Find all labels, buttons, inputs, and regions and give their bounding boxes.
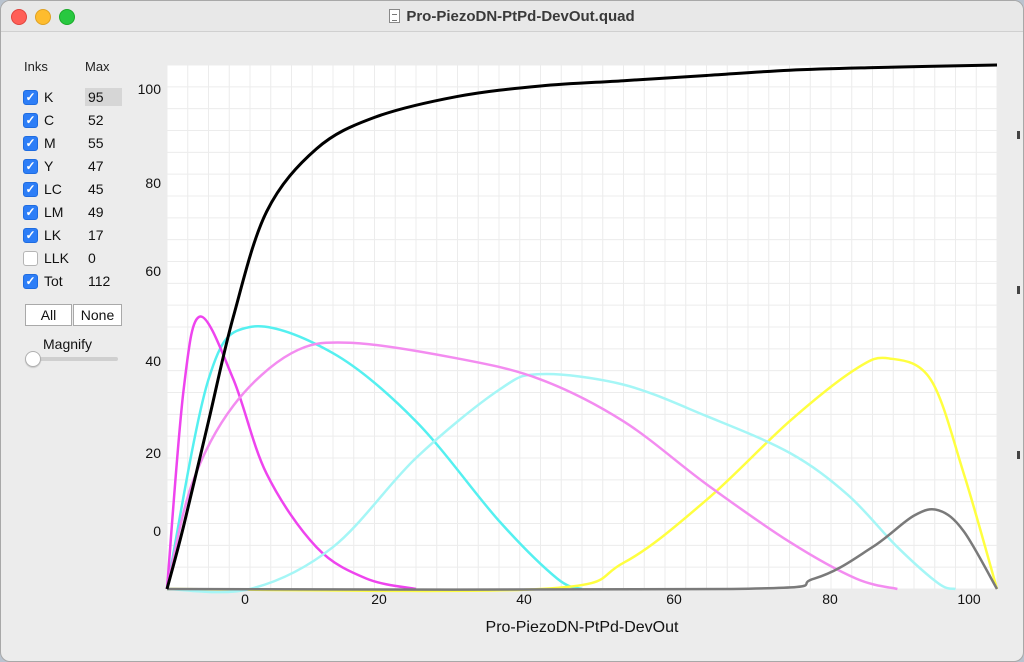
ink-name: Y (44, 158, 54, 174)
ink-name: K (44, 89, 54, 105)
curve-lk (166, 508, 999, 592)
max-header: Max (85, 59, 110, 74)
ink-max-value[interactable]: 0 (88, 250, 96, 266)
ink-row-y: ✓ Y 47 (23, 156, 133, 176)
ink-max-value[interactable]: 52 (88, 112, 104, 128)
ink-max-value[interactable]: 45 (88, 181, 104, 197)
y-tick-label: 80 (145, 175, 161, 191)
curve-c (165, 324, 583, 591)
ink-row-m: ✓ M 55 (23, 133, 133, 153)
ink-row-llk: LLK 0 (23, 248, 133, 268)
inks-header: Inks (24, 59, 48, 74)
ink-max-value[interactable]: 95 (85, 88, 122, 106)
ink-checkbox-k[interactable]: ✓ (23, 89, 38, 105)
ink-name: M (44, 135, 56, 151)
ink-checkbox-lm[interactable]: ✓ (23, 204, 38, 220)
ink-max-value[interactable]: 55 (88, 135, 104, 151)
ink-row-lc: ✓ LC 45 (23, 179, 133, 199)
ink-checkbox-lc[interactable]: ✓ (23, 181, 38, 197)
ink-row-lk: ✓ LK 17 (23, 225, 133, 245)
document-icon (389, 9, 401, 23)
ink-name: LM (44, 204, 64, 220)
magnify-slider[interactable] (29, 357, 118, 361)
ink-checkbox-tot[interactable]: ✓ (23, 273, 38, 289)
y-tick-label: 20 (145, 445, 161, 461)
right-edge-markers (1017, 131, 1021, 461)
x-tick-label: 0 (241, 591, 249, 607)
ink-name: Tot (44, 273, 63, 289)
ink-max-value[interactable]: 47 (88, 158, 104, 174)
ink-row-c: ✓ C 52 (23, 110, 133, 130)
curve-lc (166, 372, 956, 594)
ink-name: LLK (44, 250, 69, 266)
x-tick-label: 60 (666, 591, 682, 607)
ink-row-k: ✓ K 95 (23, 87, 133, 107)
magnify-label: Magnify (43, 336, 93, 352)
title-bar: Pro-PiezoDN-PtPd-DevOut.quad (1, 1, 1023, 32)
x-tick-label: 20 (371, 591, 387, 607)
x-axis-label: Pro-PiezoDN-PtPd-DevOut (486, 619, 680, 636)
ink-checkbox-m[interactable]: ✓ (23, 135, 38, 151)
ink-name: LK (44, 227, 62, 243)
x-tick-label: 80 (822, 591, 838, 607)
all-button[interactable]: All (25, 304, 72, 326)
x-tick-label: 40 (516, 591, 532, 607)
ink-max-value[interactable]: 49 (88, 204, 104, 220)
ink-checkbox-c[interactable]: ✓ (23, 112, 38, 128)
ink-checkbox-y[interactable]: ✓ (23, 158, 38, 174)
ink-max-value[interactable]: 112 (88, 273, 111, 289)
ink-checkbox-llk[interactable] (23, 250, 38, 266)
x-tick-label: 100 (957, 591, 981, 607)
curve-m (165, 315, 417, 591)
close-window-button[interactable] (11, 9, 27, 25)
minimize-window-button[interactable] (35, 9, 51, 25)
zoom-window-button[interactable] (59, 9, 75, 25)
ink-name: LC (44, 181, 62, 197)
none-button[interactable]: None (73, 304, 122, 326)
magnify-slider-knob[interactable] (25, 351, 41, 367)
y-tick-label: 40 (145, 353, 161, 369)
ink-row-tot: ✓ Tot 112 (23, 271, 133, 291)
ink-name: C (44, 112, 55, 128)
curve-k (165, 63, 998, 590)
curve-lm (165, 341, 898, 591)
y-tick-label: 0 (153, 523, 161, 539)
y-tick-label: 100 (138, 81, 162, 97)
ink-checkbox-lk[interactable]: ✓ (23, 227, 38, 243)
window-title: Pro-PiezoDN-PtPd-DevOut.quad (406, 7, 635, 25)
y-tick-label: 60 (145, 263, 161, 279)
ink-row-lm: ✓ LM 49 (23, 202, 133, 222)
grid (166, 64, 998, 590)
ink-max-value[interactable]: 17 (88, 227, 104, 243)
